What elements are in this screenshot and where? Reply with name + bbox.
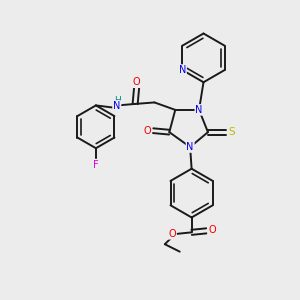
Text: H: H	[114, 96, 121, 105]
Text: S: S	[228, 127, 235, 137]
Text: O: O	[208, 225, 216, 235]
Text: O: O	[144, 126, 152, 136]
Text: N: N	[186, 142, 194, 152]
Text: F: F	[93, 160, 99, 170]
Text: N: N	[195, 105, 203, 115]
Text: O: O	[133, 77, 140, 87]
Text: N: N	[113, 101, 120, 111]
Text: O: O	[168, 229, 176, 239]
Text: N: N	[179, 65, 186, 75]
